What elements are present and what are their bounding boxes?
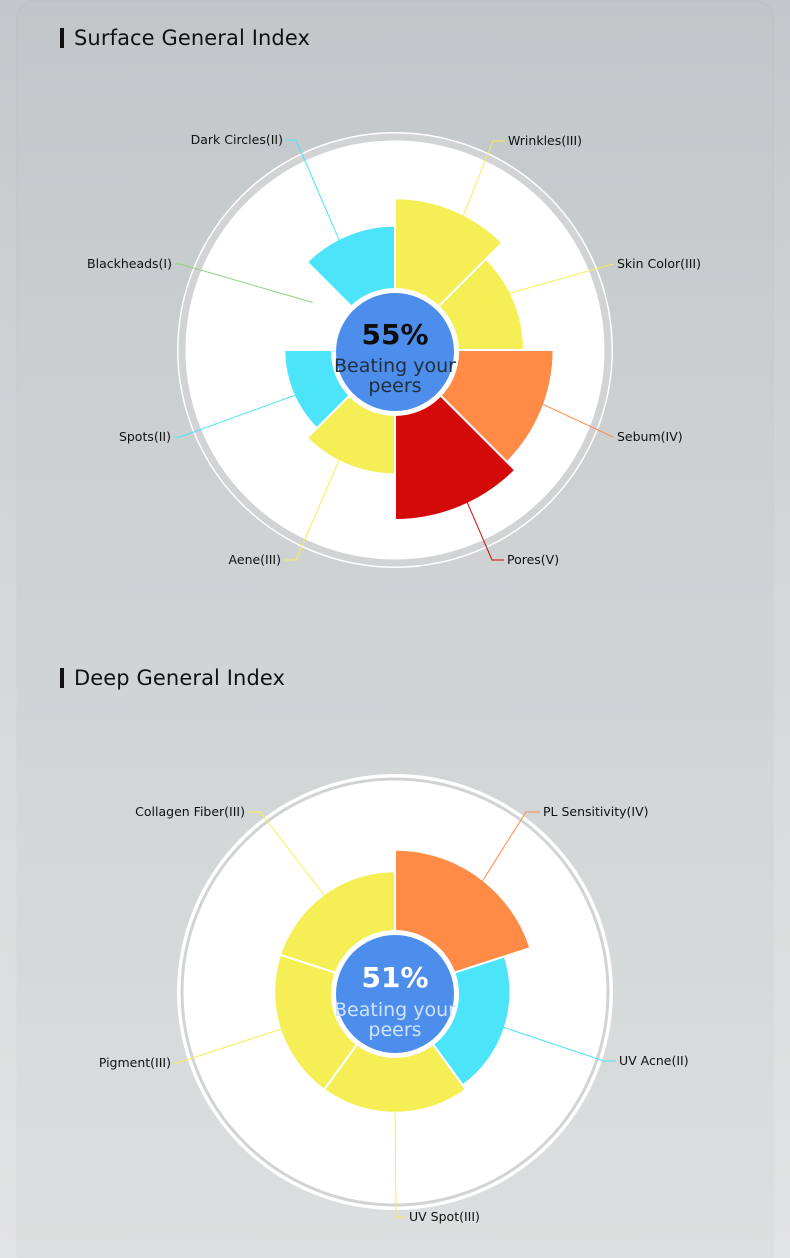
category-label-surface-8: Dark Circles(II) <box>191 132 283 147</box>
leader-line-surface-1 <box>442 140 505 268</box>
category-label-surface-3: Sebum(IV) <box>617 429 683 444</box>
outer-ring-gray <box>178 133 612 567</box>
category-label-deep-1: PL Sensitivity(IV) <box>543 804 649 819</box>
category-label-deep-3: UV Spot(III) <box>409 1209 480 1224</box>
leader-line-surface-7 <box>175 263 313 303</box>
leader-line-surface-4 <box>437 434 504 561</box>
leader-line-deep-2 <box>499 1025 616 1062</box>
center-badge <box>336 293 454 411</box>
category-label-surface-6: Spots(II) <box>119 429 171 444</box>
leader-line-deep-4 <box>174 1025 291 1064</box>
deep-center-line1: Beating your <box>334 999 456 1021</box>
leader-line-surface-5 <box>284 433 351 561</box>
deep-section-title: Deep General Index <box>60 666 285 690</box>
surface-center-line1: Beating your <box>334 355 456 377</box>
outer-ring-gray <box>180 777 610 1207</box>
title-accent-bar <box>60 668 64 688</box>
leader-line-surface-2 <box>477 263 614 303</box>
leader-line-surface-8 <box>286 139 351 267</box>
category-label-surface-2: Skin Color(III) <box>617 256 701 271</box>
leader-line-deep-3 <box>394 1101 406 1218</box>
category-label-surface-7: Blackheads(I) <box>87 256 172 271</box>
surface-index-chart: Wrinkles(III) Skin Color(III) Sebum(IV) Por… <box>87 132 701 568</box>
leader-line-deep-1 <box>465 811 540 909</box>
category-label-deep-2: UV Acne(II) <box>619 1053 689 1068</box>
category-label-deep-4: Pigment(III) <box>99 1055 171 1070</box>
center-badge <box>336 935 454 1053</box>
deep-title-text: Deep General Index <box>74 666 286 690</box>
deep-center-percent: 51% <box>361 961 428 994</box>
deep-index-chart: PL Sensitivity(IV) UV Acne(II) UV Spot(III… <box>99 774 689 1224</box>
surface-center-line2: peers <box>368 375 421 397</box>
category-label-surface-4: Pores(V) <box>507 552 559 567</box>
deep-center-line2: peers <box>368 1019 421 1041</box>
surface-title-text: Surface General Index <box>74 26 311 50</box>
category-label-surface-1: Wrinkles(III) <box>508 133 582 148</box>
title-accent-bar <box>60 28 64 48</box>
surface-section-title: Surface General Index <box>60 26 310 50</box>
leader-line-deep-5 <box>248 811 331 904</box>
leader-line-surface-3 <box>485 377 614 438</box>
category-label-deep-5: Collagen Fiber(III) <box>135 804 245 819</box>
leader-line-surface-6 <box>174 389 310 438</box>
category-label-surface-5: Aene(III) <box>229 552 281 567</box>
surface-center-percent: 55% <box>361 318 428 351</box>
